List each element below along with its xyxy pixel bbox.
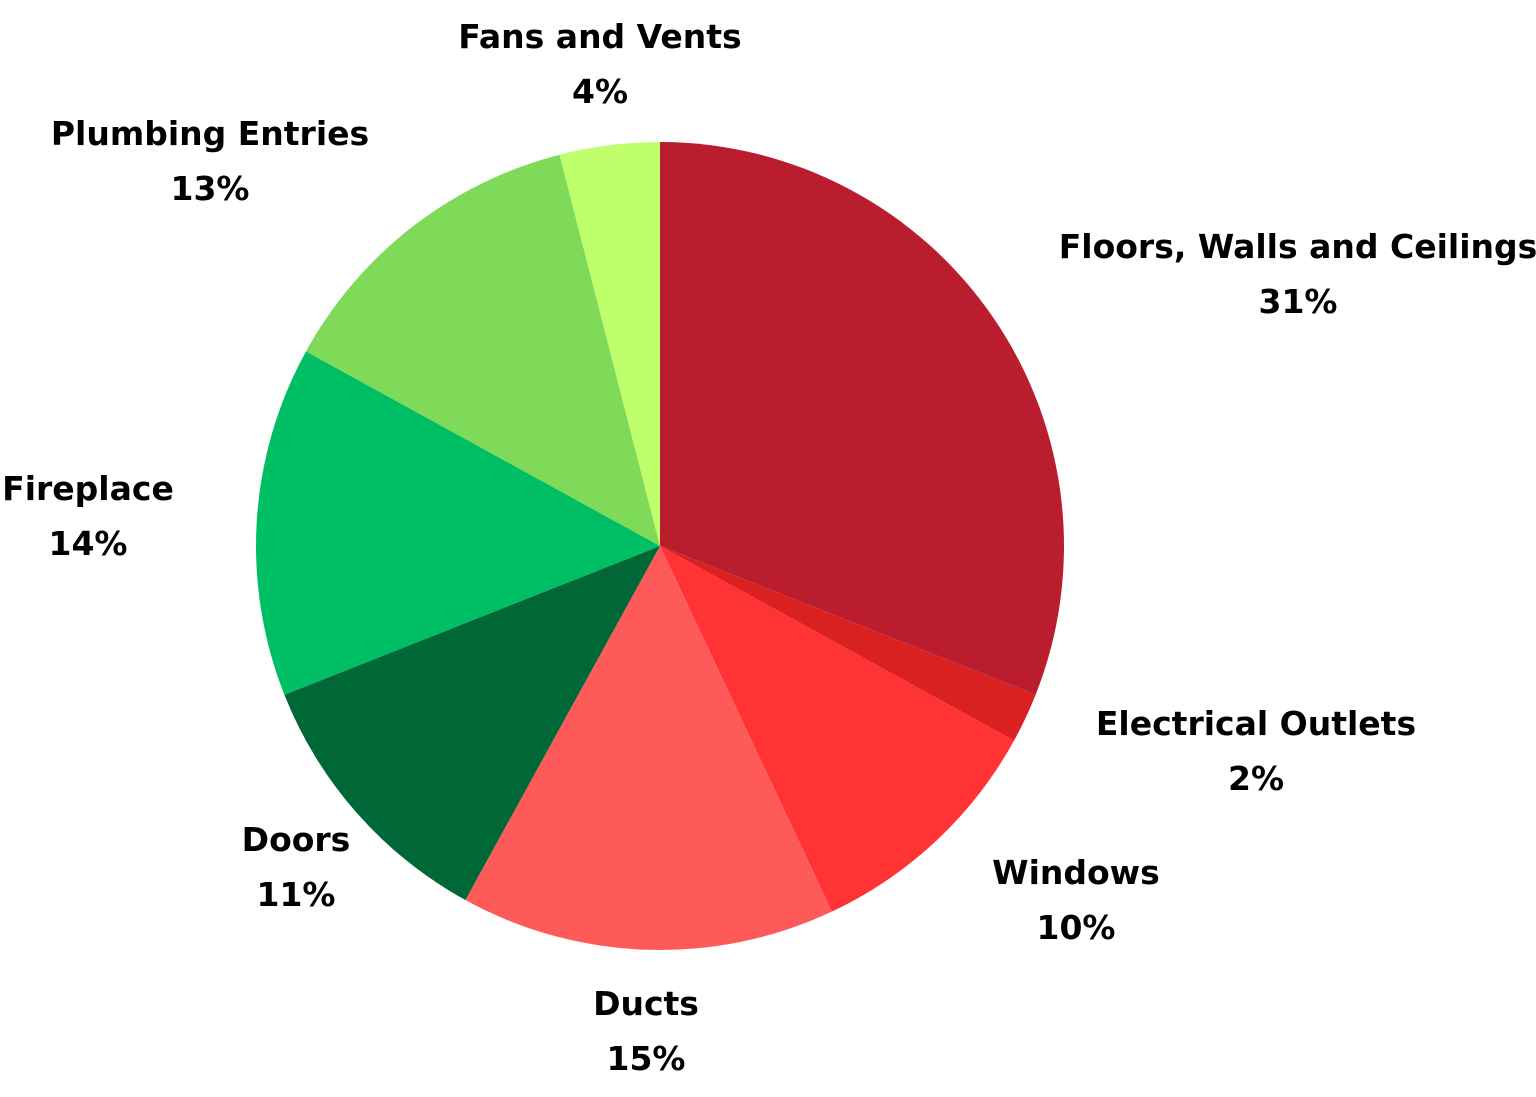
slice-label-fans-and-vents: Fans and Vents [458,17,741,56]
slice-percent-electrical-outlets: 2% [1228,759,1284,798]
slice-percent-doors: 11% [257,875,336,914]
pie-slice-doors [284,546,660,901]
slice-label-floors-walls-and-ceilings: Floors, Walls and Ceilings [1059,227,1536,266]
pie-slice-floors-walls-and-ceilings [660,142,1064,695]
slice-label-fireplace: Fireplace [2,469,174,508]
slice-percent-fans-and-vents: 4% [572,72,628,111]
slice-label-doors: Doors [242,820,351,859]
slice-percent-ducts: 15% [607,1039,686,1078]
pie-slice-fans-and-vents [559,142,660,546]
slice-percent-fireplace: 14% [49,524,128,563]
slice-label-plumbing-entries: Plumbing Entries [51,114,369,153]
slice-label-electrical-outlets: Electrical Outlets [1096,704,1416,743]
pie-slice-fireplace [255,351,660,695]
slice-label-windows: Windows [992,853,1160,892]
pie-slices [255,142,1064,950]
pie-slice-electrical-outlets [660,546,1036,741]
slice-label-ducts: Ducts [593,984,699,1023]
pie-slice-plumbing-entries [305,154,660,546]
slice-percent-plumbing-entries: 13% [171,169,250,208]
pie-labels: Floors, Walls and Ceilings 31% Electrical … [2,17,1536,1078]
pie-slice-ducts [465,546,833,950]
slice-percent-floors-walls-and-ceilings: 31% [1259,282,1338,321]
slice-percent-windows: 10% [1037,908,1116,947]
pie-slice-windows [660,546,1015,912]
